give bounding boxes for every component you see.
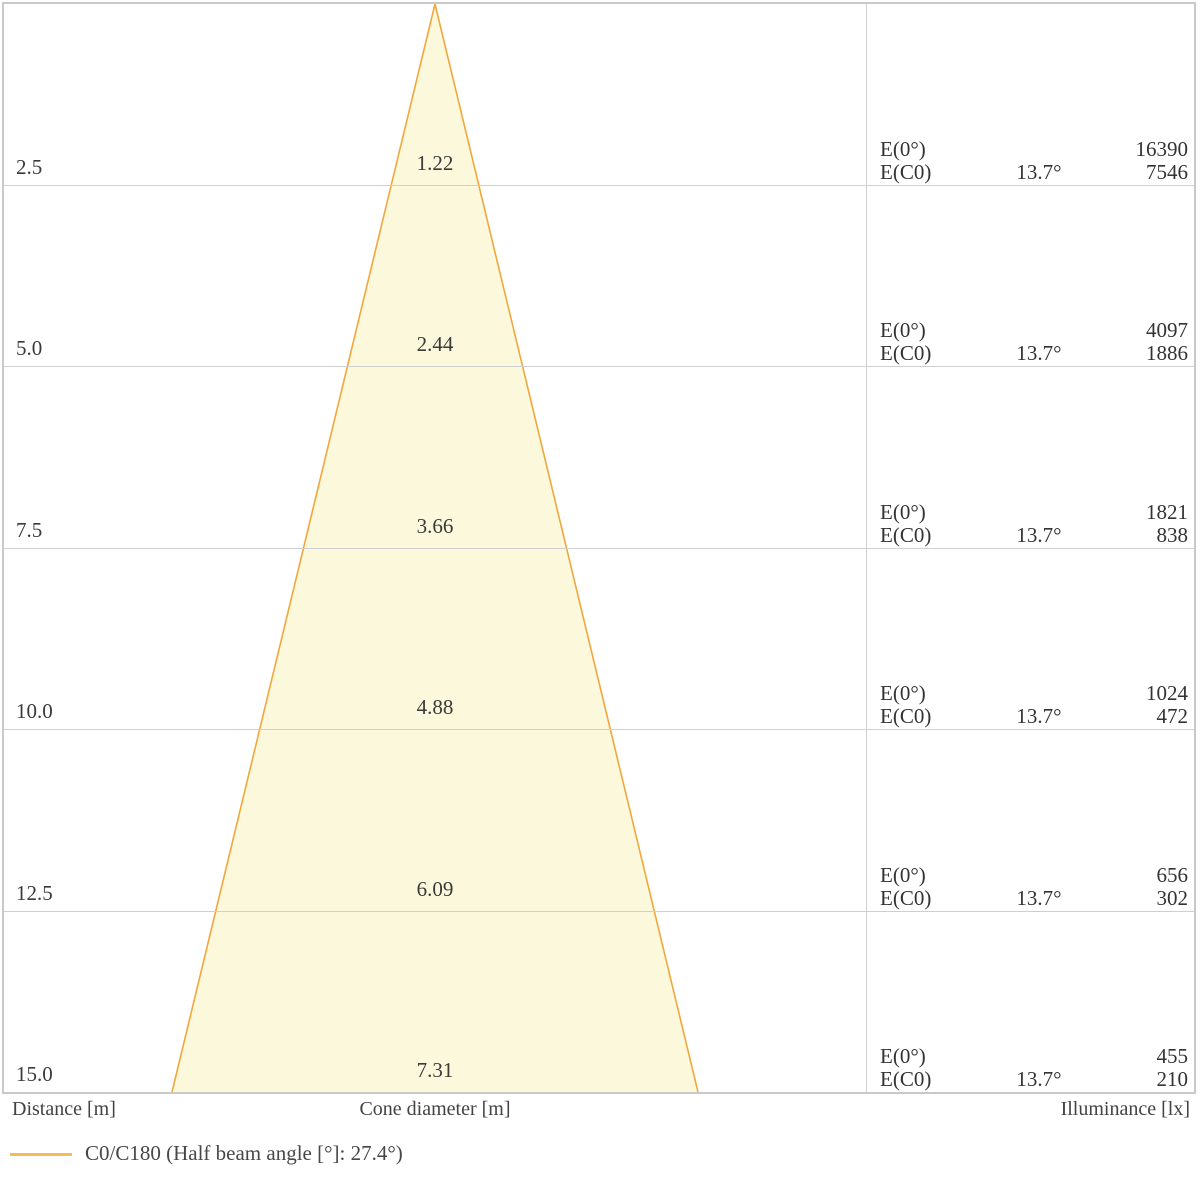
ec0-label: E(C0) (880, 704, 932, 728)
ec0-value: 838 (1156, 522, 1189, 547)
e0-label: E(0°) (880, 681, 926, 705)
ec0-line: E(C0) 13.7° 210 (880, 1068, 1188, 1091)
half-beam-angle: 13.7° (1016, 159, 1062, 184)
illuminance-block: E(0°) 16390 E(C0) 13.7° 7546 (880, 136, 1189, 184)
e0-line: E(0°) 16390 (880, 136, 1189, 161)
distance-label: 2.5 (16, 154, 43, 179)
e0-label: E(0°) (880, 318, 926, 342)
ec0-line: E(C0) 13.7° 1886 (880, 342, 1188, 365)
illuminance-block: E(0°) 656 E(C0) 13.7° 302 (880, 862, 1189, 910)
e0-label: E(0°) (880, 499, 926, 524)
e0-line: E(0°) 1821 (880, 499, 1188, 524)
legend-line-swatch (10, 1153, 72, 1156)
distance-axis-label: Distance [m] (12, 1098, 116, 1120)
e0-value: 1024 (1146, 681, 1188, 705)
ec0-value: 210 (1156, 1067, 1189, 1091)
e0-value: 455 (1156, 1044, 1189, 1068)
ec0-value: 302 (1156, 885, 1189, 910)
cone-diameter-value: 7.31 (416, 1058, 454, 1082)
cone-diameter-value: 3.66 (416, 513, 454, 538)
e0-label: E(0°) (880, 1044, 926, 1068)
ec0-value: 1886 (1146, 341, 1188, 365)
legend-label: C0/C180 (Half beam angle [°]: 27.4°) (85, 1141, 403, 1165)
ec0-label: E(C0) (880, 159, 932, 184)
illuminance-block: E(0°) 1821 E(C0) 13.7° 838 (880, 499, 1189, 547)
illuminance-block: E(0°) 455 E(C0) 13.7° 210 (880, 1045, 1188, 1091)
illuminance-axis-label: Illuminance [lx] (1060, 1098, 1190, 1120)
cone-diameter-axis-label: Cone diameter [m] (359, 1098, 511, 1120)
half-beam-angle: 13.7° (1016, 1067, 1062, 1091)
cone-diameter-value: 1.22 (416, 150, 454, 175)
e0-value: 16390 (1135, 136, 1189, 161)
table-row: 15.0 7.31 E(0°) 455 E(C0) 13.7° 210 (4, 912, 1194, 1093)
distance-label: 7.5 (16, 517, 43, 542)
distance-label: 15.0 (16, 1062, 53, 1086)
cone-diameter-value: 4.88 (416, 695, 454, 719)
ec0-value: 472 (1156, 704, 1189, 728)
e0-label: E(0°) (880, 136, 926, 161)
illuminance-block: E(0°) 1024 E(C0) 13.7° 472 (880, 682, 1188, 728)
e0-line: E(0°) 656 (880, 862, 1189, 887)
e0-line: E(0°) 455 (880, 1045, 1188, 1068)
distance-rows: 2.5 1.22 E(0°) 16390 E(C0) 13.7° 7546 5.… (4, 4, 1194, 1092)
e0-line: E(0°) 1024 (880, 682, 1188, 705)
half-beam-angle: 13.7° (1016, 341, 1062, 365)
distance-label: 12.5 (16, 880, 53, 905)
table-row: 12.5 6.09 E(0°) 656 E(C0) 13.7° 302 (4, 730, 1194, 912)
e0-value: 656 (1156, 862, 1189, 887)
ec0-line: E(C0) 13.7° 302 (880, 885, 1189, 910)
half-beam-angle: 13.7° (1016, 522, 1062, 547)
cone-diameter-value: 6.09 (416, 876, 454, 901)
e0-line: E(0°) 4097 (880, 319, 1188, 342)
axis-labels: Distance [m] Cone diameter [m] Illuminan… (0, 1098, 1200, 1126)
light-cone-chart: 2.5 1.22 E(0°) 16390 E(C0) 13.7° 7546 5.… (2, 2, 1196, 1094)
e0-value: 1821 (1146, 499, 1188, 524)
table-row: 7.5 3.66 E(0°) 1821 E(C0) 13.7° 838 (4, 367, 1194, 549)
ec0-line: E(C0) 13.7° 838 (880, 522, 1189, 547)
ec0-value: 7546 (1146, 159, 1188, 184)
illuminance-column-divider (866, 4, 867, 1092)
legend: C0/C180 (Half beam angle [°]: 27.4°) (0, 1140, 1200, 1170)
distance-label: 5.0 (16, 336, 43, 360)
e0-label: E(0°) (880, 862, 926, 887)
half-beam-angle: 13.7° (1016, 704, 1062, 728)
illuminance-block: E(0°) 4097 E(C0) 13.7° 1886 (880, 319, 1188, 365)
e0-value: 4097 (1146, 318, 1188, 342)
table-row: 5.0 2.44 E(0°) 4097 E(C0) 13.7° 1886 (4, 186, 1194, 367)
distance-label: 10.0 (16, 699, 53, 723)
cone-diameter-value: 2.44 (416, 332, 454, 356)
half-beam-angle: 13.7° (1016, 885, 1062, 910)
ec0-line: E(C0) 13.7° 7546 (880, 159, 1188, 184)
ec0-label: E(C0) (880, 522, 932, 547)
table-row: 2.5 1.22 E(0°) 16390 E(C0) 13.7° 7546 (4, 4, 1194, 186)
ec0-label: E(C0) (880, 341, 932, 365)
ec0-line: E(C0) 13.7° 472 (880, 705, 1188, 728)
ec0-label: E(C0) (880, 1067, 932, 1091)
ec0-label: E(C0) (880, 885, 932, 910)
table-row: 10.0 4.88 E(0°) 1024 E(C0) 13.7° 472 (4, 549, 1194, 730)
